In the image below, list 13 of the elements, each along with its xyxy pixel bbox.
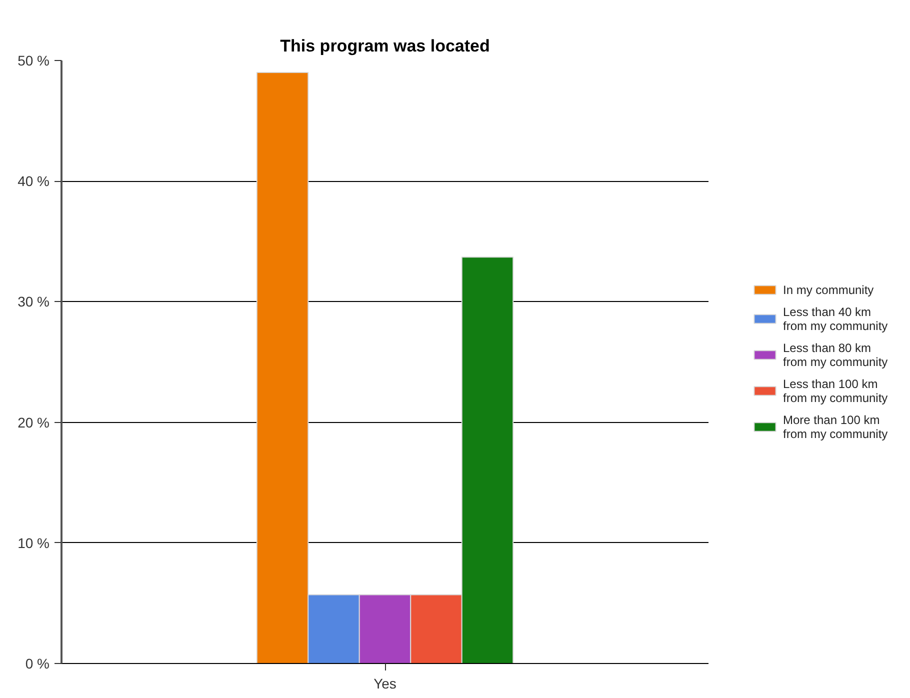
y-tick-label: 40 % [18,173,50,190]
legend-label: More than 100 km from my community [783,412,888,440]
y-tick-label: 50 % [18,52,50,68]
y-tick-label: 10 % [18,534,50,551]
x-tick-label: Yes [374,676,396,692]
legend-label: Less than 40 km from my community [783,304,888,332]
y-tick-label: 30 % [18,294,50,310]
legend-label: Less than 100 km from my community [783,376,888,404]
legend-label: Less than 80 km from my community [783,340,888,368]
chart-title: This program was located [280,36,490,56]
y-tick-label: 0 % [25,656,50,672]
legend-label: In my community [783,282,874,296]
y-tick-label: 20 % [18,414,50,430]
